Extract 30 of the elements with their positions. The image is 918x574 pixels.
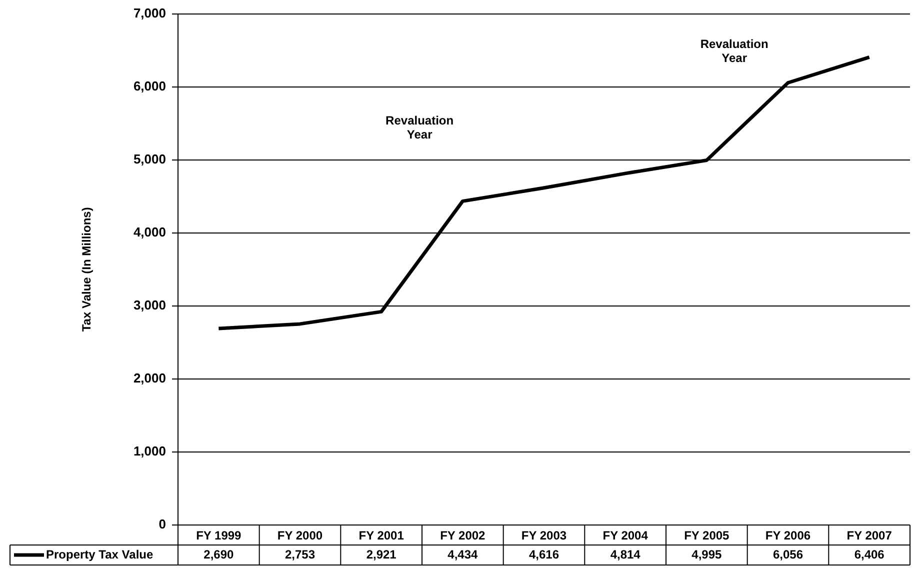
data-label: 4,434 (448, 547, 478, 562)
x-tick-label: FY 2002 (440, 528, 486, 543)
x-tick-label: FY 2006 (765, 528, 811, 543)
y-tick-label: 6,000 (133, 78, 166, 94)
annotation: Revaluation Year (700, 36, 768, 65)
y-tick-label: 4,000 (133, 224, 166, 240)
x-tick-label: FY 2007 (846, 528, 892, 543)
x-tick-label: FY 2004 (602, 528, 648, 543)
x-tick-label: FY 2005 (684, 528, 730, 543)
data-label: 4,995 (692, 547, 722, 562)
y-tick-label: 5,000 (133, 151, 166, 166)
data-label: 2,921 (366, 547, 397, 562)
data-label: 2,753 (284, 547, 316, 562)
x-tick-label: FY 2001 (358, 528, 404, 543)
x-tick-label: FY 2003 (521, 528, 567, 543)
data-label: 6,056 (772, 547, 804, 562)
data-label: 4,814 (610, 547, 641, 562)
y-tick-label: 0 (158, 516, 166, 532)
annotation: Revaluation Year (386, 113, 454, 142)
legend-label: Property Tax Value (46, 547, 154, 562)
y-tick-label: 2,000 (133, 370, 166, 386)
data-label: 2,690 (204, 547, 234, 562)
x-tick-label: FY 2000 (277, 528, 323, 543)
y-tick-label: 3,000 (133, 297, 166, 312)
data-label: 6,406 (854, 547, 885, 562)
data-label: 4,616 (528, 547, 560, 562)
y-tick-label: 1,000 (133, 444, 166, 459)
y-axis-title: Tax Value (In Millions) (80, 207, 94, 332)
x-tick-label: FY 1999 (196, 528, 242, 543)
y-tick-label: 7,000 (133, 5, 166, 20)
